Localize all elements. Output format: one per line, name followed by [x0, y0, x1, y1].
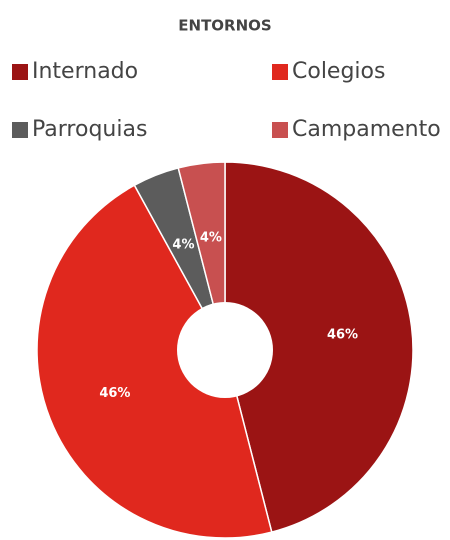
legend-swatch	[272, 122, 288, 138]
data-label: 46%	[99, 386, 130, 401]
legend-swatch	[12, 64, 28, 80]
legend-label: Parroquias	[32, 117, 147, 142]
legend-label: Campamento	[292, 117, 441, 142]
pie-slice	[224, 161, 414, 534]
legend-label: Internado	[32, 59, 138, 84]
data-label: 4%	[200, 231, 222, 246]
legend-label: Colegios	[292, 59, 385, 84]
chart-title: ENTORNOS	[178, 17, 271, 35]
pie-slice	[36, 184, 273, 539]
legend-swatch	[12, 122, 28, 138]
donut-hole	[177, 302, 273, 398]
legend-swatch	[272, 64, 288, 80]
data-label: 4%	[172, 238, 194, 253]
pie-slice	[177, 161, 226, 351]
data-label: 46%	[327, 328, 358, 343]
